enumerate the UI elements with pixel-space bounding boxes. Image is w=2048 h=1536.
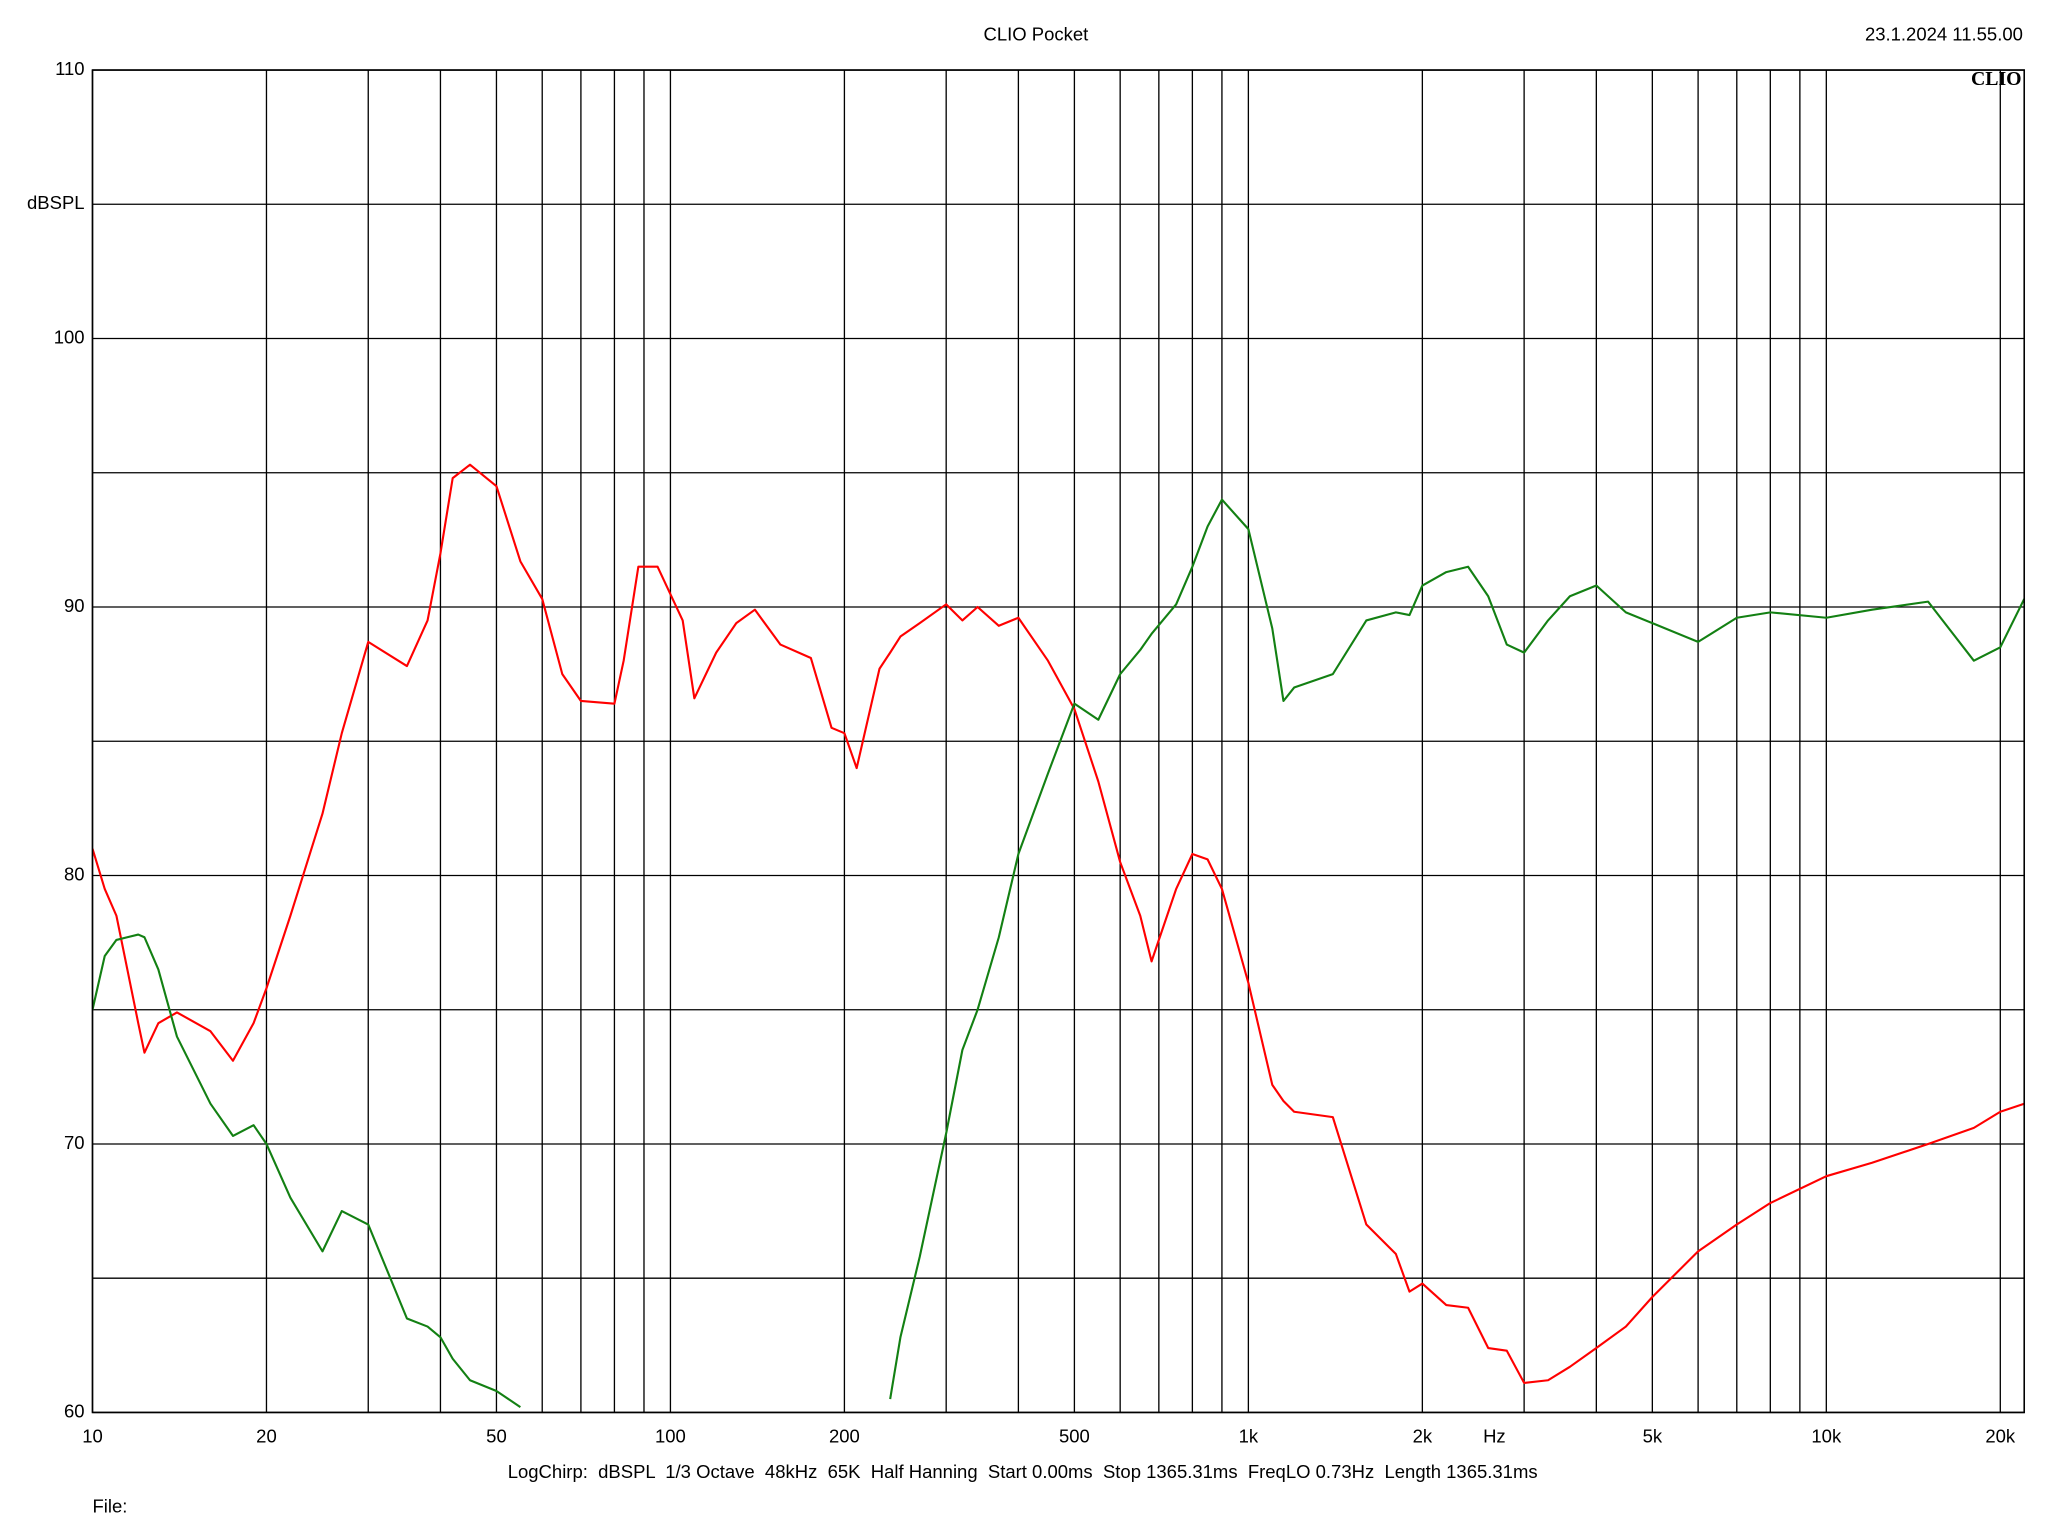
y-tick-label: 70 <box>64 1132 85 1153</box>
footer: LogChirp: dBSPL 1/3 Octave 48kHz 65K Hal… <box>508 1461 1538 1482</box>
x-tick-label: 10 <box>82 1425 103 1446</box>
y-axis-label: dBSPL <box>27 192 85 213</box>
y-tick-label: 100 <box>54 326 85 347</box>
y-tick-label: 90 <box>64 595 85 616</box>
chart-title: CLIO Pocket <box>983 24 1088 45</box>
y-tick-label: 60 <box>64 1400 85 1421</box>
x-tick-label: 500 <box>1059 1425 1090 1446</box>
x-tick-label: 20 <box>256 1425 277 1446</box>
x-tick-label: 20k <box>1985 1425 2016 1446</box>
plot-frame <box>91 69 2026 1414</box>
series-line <box>92 498 2025 1408</box>
timestamp: 23.1.2024 11.55.00 <box>1865 24 2023 45</box>
x-tick-label: 10k <box>1811 1425 1842 1446</box>
x-tick-label: 200 <box>829 1425 860 1446</box>
x-axis-label: Hz <box>1483 1425 1506 1446</box>
x-tick-label: 2k <box>1413 1425 1433 1446</box>
x-tick-label: 100 <box>655 1425 686 1446</box>
series-line <box>92 463 2025 1384</box>
file-label: File: <box>92 1495 127 1516</box>
logo: CLIO <box>1971 68 2022 90</box>
x-tick-label: 1k <box>1239 1425 1259 1446</box>
y-tick-label: 80 <box>64 863 85 884</box>
x-tick-label: 50 <box>486 1425 507 1446</box>
x-tick-label: 5k <box>1643 1425 1663 1446</box>
y-tick-label: 110 <box>55 58 84 79</box>
